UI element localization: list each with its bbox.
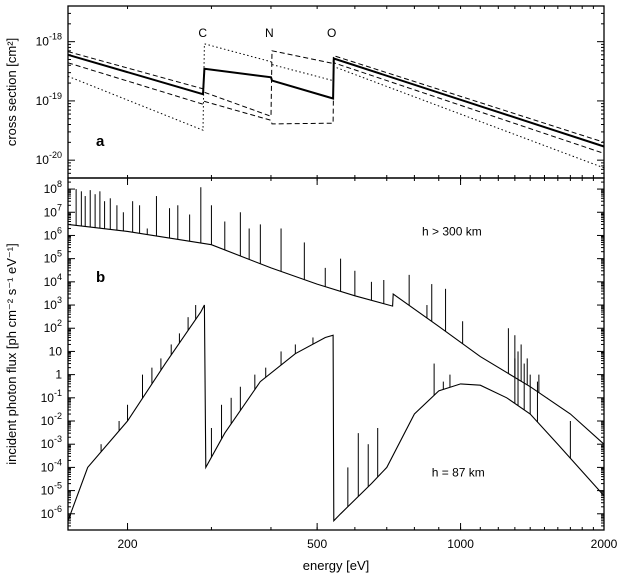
cross-section-curve-solid — [67, 53, 605, 148]
y-tick-label: 10-2 — [41, 411, 62, 428]
x-axis-label-energy: energy [eV] — [303, 558, 370, 573]
y-tick-label: 107 — [44, 202, 62, 219]
y-tick-label: 108 — [44, 179, 62, 196]
y-tick-label: 105 — [44, 249, 62, 266]
y-tick-label: 106 — [44, 225, 62, 242]
cross-section-curve-dashed — [67, 62, 605, 154]
edge-label-O: O — [327, 26, 336, 40]
cross-section-curve-dotted — [67, 43, 605, 169]
edge-label-C: C — [198, 26, 207, 40]
y-tick-label: 103 — [44, 295, 62, 312]
altitude-annotation: h > 300 km — [422, 224, 482, 238]
y-tick-label: 10-19 — [36, 91, 62, 108]
cross-section-curve-dashed — [67, 50, 605, 143]
y-axis-label-photon-flux: incident photon flux [ph cm⁻² s⁻¹ eV⁻¹] — [4, 243, 19, 464]
panel-b-frame — [67, 177, 605, 531]
panel-letter-a: a — [96, 133, 105, 150]
y-tick-label: 10-4 — [41, 457, 62, 474]
x-tick-label: 200 — [118, 537, 138, 551]
y-tick-label: 10-20 — [36, 150, 62, 167]
edge-label-N: N — [265, 26, 274, 40]
panel-letter-b: b — [96, 269, 105, 286]
panel-b-photon-flux: 10-6 10-5 10-4 10-3 10-2 10-1 1 10 102 103 104 105 1… — [4, 177, 618, 573]
y-axis-label-cross-section: cross section [cm²] — [4, 38, 19, 146]
y-tick-label: 10-5 — [41, 481, 62, 498]
x-tick-label: 1000 — [447, 537, 474, 551]
altitude-annotation: h = 87 km — [432, 466, 485, 480]
y-tick-label: 10-3 — [41, 434, 62, 451]
y-tick-label: 104 — [44, 272, 62, 289]
x-tick-label: 2000 — [591, 537, 618, 551]
x-tick-label: 500 — [307, 537, 327, 551]
panel-a-cross-section: 10-20 10-19 10-18 C N Oa cross section [cm²] — [4, 5, 605, 179]
y-tick-label: 1 — [55, 368, 62, 382]
y-tick-label: 10 — [49, 344, 63, 358]
y-tick-label: 10-6 — [41, 504, 62, 521]
y-tick-label: 102 — [44, 318, 62, 335]
flux-continuum-high-altitude — [67, 223, 605, 445]
y-tick-label: 10-18 — [36, 32, 62, 49]
y-tick-label: 10-1 — [41, 388, 62, 405]
flux-continuum-low-altitude — [67, 304, 605, 523]
